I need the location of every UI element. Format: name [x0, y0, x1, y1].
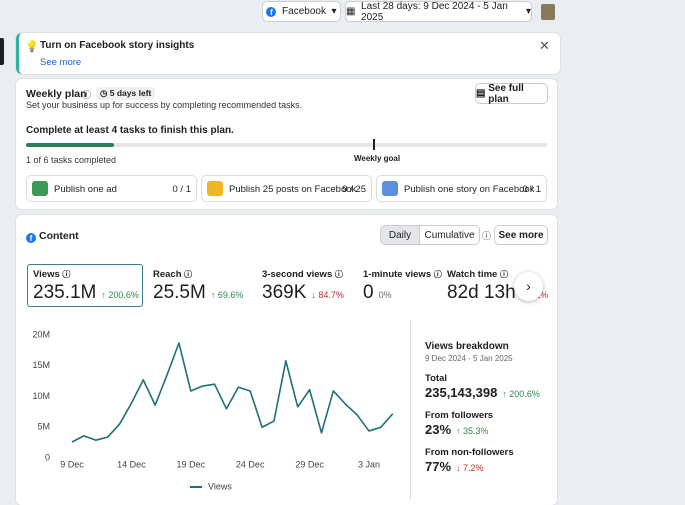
task[interactable]: Publish one ad 0 / 1 [26, 175, 197, 202]
goal-label: Weekly goal [354, 154, 401, 163]
breakdown-change: ↑ 35.3% [456, 426, 489, 436]
metric-label: 3-second views ⓘ [262, 269, 343, 280]
x-tick-label: 19 Dec [177, 459, 206, 469]
y-tick-label: 20M [32, 329, 50, 339]
info-icon[interactable]: ⓘ [499, 270, 508, 279]
notice-link[interactable]: See more [40, 57, 82, 68]
info-icon[interactable]: ⓘ [334, 270, 343, 279]
metric: 369K ↓ 84.7% [262, 282, 344, 304]
metric-value: 82d 13h [447, 282, 516, 303]
metric: 0 0% [363, 282, 392, 304]
metric: 25.5M ↑ 69.6% [153, 282, 243, 304]
x-tick-label: 24 Dec [236, 459, 265, 469]
button-text: See full plan [488, 82, 524, 105]
breakdown-change: ↑ 200.6% [502, 389, 540, 399]
x-tick-label: 29 Dec [295, 459, 324, 469]
date-select[interactable]: ▦ Last 28 days: 9 Dec 2024 - 5 Jan 2025 … [345, 0, 532, 23]
fb-icon: f [26, 232, 36, 243]
weekly-plan-card: Weekly plan ⓘ ◷ 5 days left Set your bus… [16, 79, 557, 209]
metric-value: 25.5M [153, 282, 206, 303]
breakdown-title: Views breakdown [425, 341, 509, 352]
goal-text: Complete at least 4 tasks to finish this… [26, 125, 234, 136]
plan-title: Weekly plan [26, 88, 87, 100]
task-count: 9 / 25 [342, 184, 366, 195]
tab-cumulative[interactable]: Cumulative [419, 225, 480, 245]
y-tick-label: 5M [37, 422, 50, 432]
breakdown-change: ↓ 7.2% [456, 463, 484, 473]
selected-metric[interactable] [27, 264, 143, 307]
tab-daily[interactable]: Daily [380, 225, 420, 245]
task-label: Publish one ad [54, 184, 117, 195]
tab-text: Daily [388, 229, 412, 241]
metric-label: Watch time ⓘ [447, 269, 508, 280]
legend-label: Views [208, 481, 232, 491]
info-icon[interactable]: ⓘ [482, 231, 492, 241]
notice-card: 💡 Turn on Facebook story insights See mo… [16, 33, 560, 74]
task[interactable]: Publish one story on Facebook 0 / 1 [376, 175, 547, 202]
breakdown-value: 23% [425, 422, 452, 437]
content-card: f Content Daily Cumulative ⓘ See more [16, 215, 557, 505]
breakdown-label: Total [425, 373, 447, 384]
chart: 0 5M 10M 15M 20M 9 Dec 14 Dec 19 Dec 24 Dec 29 De… [32, 329, 394, 491]
avatar[interactable] [541, 4, 555, 20]
metric-change: ↑ 200.6% [101, 290, 139, 300]
info-icon[interactable]: ⓘ [62, 270, 71, 279]
metric-value: 0 [363, 282, 374, 303]
badge: ◷ 5 days left [96, 87, 156, 100]
metric-change: ↓ 84.7% [311, 290, 344, 300]
next-arrow[interactable]: › [514, 272, 543, 301]
line [71, 342, 394, 443]
button-text: See more [498, 229, 544, 241]
platform-select[interactable]: f Facebook ▾ [262, 1, 341, 22]
breakdown-value: 77% [425, 459, 452, 474]
breakdown-row: 23% ↑ 35.3% [425, 422, 489, 437]
tab-text: Cumulative [424, 229, 475, 241]
breakdown-label: From non-followers [425, 447, 514, 458]
breakdown-row: 77% ↓ 7.2% [425, 459, 484, 474]
breakdown-value: 235,143,398 [425, 385, 498, 400]
task-count: 0 / 1 [522, 184, 542, 195]
metric-label: 1-minute views ⓘ [363, 269, 442, 280]
y-tick-label: 10M [32, 391, 50, 401]
x-tick-label: 3 Jan [358, 459, 380, 469]
breakdown-label: From followers [425, 410, 494, 421]
see-more[interactable]: See more [494, 225, 548, 245]
notice-title: Turn on Facebook story insights [40, 40, 195, 51]
x-tick-label: 14 Dec [117, 459, 146, 469]
divider [410, 320, 411, 500]
task-label: Publish one story on Facebook [404, 184, 535, 195]
x-tick-label: 9 Dec [60, 459, 84, 469]
info-icon[interactable]: ⓘ [82, 90, 92, 100]
metric-label: Views ⓘ [33, 269, 71, 280]
platform: Facebook [282, 6, 326, 17]
metric-change: ↑ 69.6% [210, 290, 244, 300]
task-label: Publish 25 posts on Facebook [229, 184, 357, 195]
metric-value: 369K [262, 282, 307, 303]
progress-fill [26, 143, 114, 147]
fb-icon: f [266, 6, 277, 17]
y-tick-label: 15M [32, 360, 50, 370]
badge-text: 5 days left [109, 88, 152, 98]
breakdown-date: 9 Dec 2024 - 5 Jan 2025 [425, 354, 513, 363]
info-icon[interactable]: ⓘ [433, 270, 442, 279]
task[interactable]: Publish 25 posts on Facebook 9 / 25 [201, 175, 372, 202]
breakdown-row: 235,143,398 ↑ 200.6% [425, 385, 540, 400]
content-title: Content [39, 230, 79, 242]
task-count: 0 / 1 [172, 184, 192, 195]
info-icon[interactable]: ⓘ [184, 270, 193, 279]
progress-track [26, 143, 547, 147]
side-tab [0, 38, 4, 65]
metric-value: 235.1M [33, 282, 97, 303]
close[interactable]: ✕ [539, 38, 550, 53]
goal-marker [373, 139, 375, 150]
see-full-plan[interactable]: ▤ See full plan [475, 82, 548, 105]
y-tick-label: 0 [45, 452, 50, 462]
plan-subtitle: Set your business up for success by comp… [26, 100, 303, 110]
date-range: Last 28 days: 9 Dec 2024 - 5 Jan 2025 [361, 0, 508, 23]
progress-text: 1 of 6 tasks completed [26, 155, 117, 165]
metric-label: Reach ⓘ [153, 269, 193, 280]
metric: 235.1M ↑ 200.6% [33, 282, 139, 304]
metric-change: 0% [378, 290, 392, 300]
